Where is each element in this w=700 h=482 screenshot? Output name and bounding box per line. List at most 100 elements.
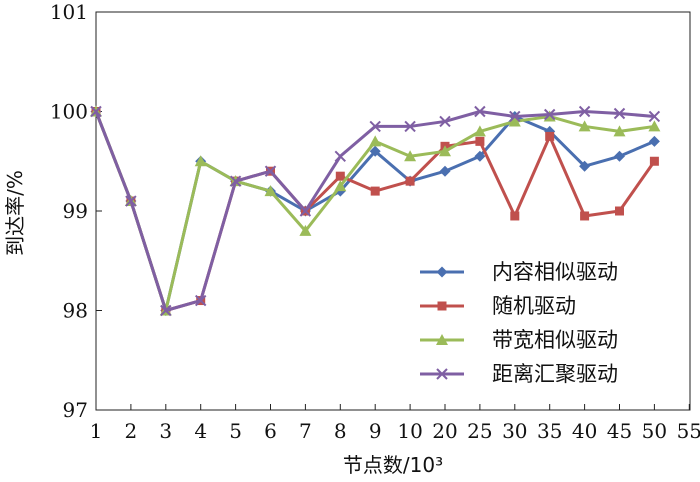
data-point-stroke (436, 368, 448, 380)
data-point (578, 105, 591, 118)
data-point-stroke (90, 105, 102, 118)
data-point (613, 107, 626, 120)
x-tick-label: 2 (125, 419, 138, 443)
x-tick-label: 40 (572, 419, 597, 443)
data-point (473, 125, 486, 137)
legend-label: 内容相似驱动 (492, 260, 618, 284)
data-point (543, 108, 556, 121)
x-tick-label: 5 (229, 419, 242, 443)
data-point (474, 150, 486, 162)
data-point-stroke (125, 195, 137, 207)
x-tick-label: 25 (467, 419, 492, 443)
data-point (648, 110, 661, 123)
x-tick-label: 8 (334, 419, 347, 443)
data-point (229, 175, 242, 187)
data-point (405, 176, 415, 186)
y-tick-label: 100 (50, 100, 88, 124)
x-tick-label: 55 (677, 419, 700, 443)
x-axis-title: 节点数/10³ (343, 453, 443, 477)
data-point (614, 150, 625, 162)
legend-label: 带宽相似驱动 (492, 328, 618, 352)
data-point (579, 160, 591, 172)
data-point (194, 155, 207, 167)
data-point (615, 206, 624, 216)
data-point (334, 150, 347, 162)
data-point (439, 115, 451, 128)
data-point-stroke (474, 105, 486, 118)
data-point-stroke (160, 304, 172, 317)
data-point-stroke (194, 294, 207, 307)
data-point-stroke (369, 120, 381, 133)
legend-item: 随机驱动 (420, 294, 576, 318)
x-tick-label: 50 (642, 419, 667, 443)
data-point (580, 211, 590, 221)
data-point (335, 171, 345, 181)
y-axis-title: 到达率/% (3, 170, 27, 256)
legend-item: 距离汇聚驱动 (420, 362, 618, 386)
data-point (475, 136, 485, 146)
data-point-stroke (439, 115, 451, 128)
data-point (509, 110, 521, 123)
data-point (264, 185, 277, 197)
data-point-stroke (404, 120, 416, 133)
y-tick-label: 97 (63, 398, 88, 422)
x-tick-label: 35 (537, 419, 562, 443)
data-point (404, 150, 417, 162)
legend-item: 内容相似驱动 (420, 260, 618, 284)
data-point (125, 195, 137, 207)
series-4 (90, 105, 661, 317)
data-point (439, 165, 451, 177)
data-point (369, 120, 381, 133)
y-tick-label: 98 (63, 299, 88, 323)
y-tick-label: 101 (50, 0, 88, 24)
data-point (648, 135, 660, 147)
data-point-stroke (334, 150, 347, 162)
data-point (436, 334, 448, 345)
data-point-stroke (229, 175, 242, 187)
data-point-stroke (299, 205, 312, 217)
data-point (648, 120, 661, 132)
data-point (334, 180, 347, 192)
data-point (439, 145, 451, 157)
data-point-stroke (648, 110, 661, 123)
x-tick-label: 20 (432, 419, 457, 443)
x-tick-label: 10 (397, 419, 422, 443)
data-point (370, 186, 380, 196)
data-point-stroke (578, 105, 591, 118)
data-point (160, 304, 172, 317)
data-point (436, 368, 448, 380)
data-point-stroke (264, 165, 277, 177)
data-point (369, 145, 381, 157)
x-tick-label: 45 (607, 419, 632, 443)
data-point-stroke (613, 107, 626, 120)
x-tick-label: 9 (369, 419, 382, 443)
data-point (649, 156, 659, 166)
data-point (474, 105, 486, 118)
x-tick-label: 30 (502, 419, 527, 443)
data-point (613, 125, 626, 137)
data-point (508, 115, 521, 127)
data-point (299, 224, 312, 236)
x-tick-label: 1 (90, 419, 103, 443)
data-point (264, 165, 277, 177)
data-point (510, 211, 520, 221)
data-point (369, 135, 382, 147)
data-point (404, 120, 416, 133)
data-point (545, 131, 555, 141)
data-point (90, 105, 102, 118)
legend-item: 带宽相似驱动 (420, 328, 618, 352)
series-3 (90, 105, 661, 316)
y-tick-label: 99 (63, 199, 88, 223)
x-tick-label: 6 (264, 419, 277, 443)
data-point (578, 120, 591, 132)
x-tick-label: 4 (194, 419, 207, 443)
legend-label: 随机驱动 (492, 294, 576, 318)
data-point (436, 266, 448, 278)
data-point (194, 294, 207, 307)
data-point (437, 301, 447, 311)
legend-label: 距离汇聚驱动 (492, 362, 618, 386)
x-tick-label: 3 (159, 419, 172, 443)
